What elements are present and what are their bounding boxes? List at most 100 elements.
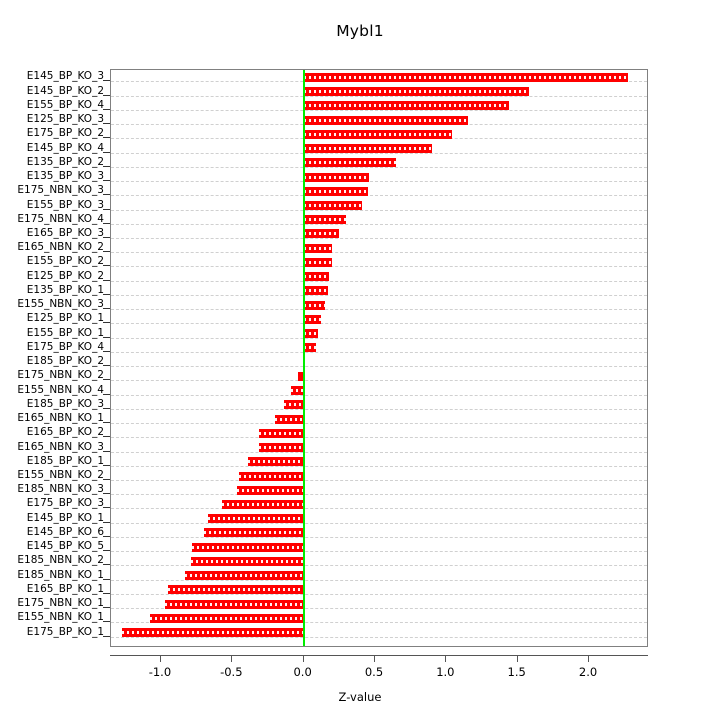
bar bbox=[303, 115, 468, 125]
gridline bbox=[111, 338, 647, 339]
y-axis-tick-label: E155_BP_KO_2 bbox=[26, 255, 104, 268]
bar-hatch bbox=[192, 545, 304, 549]
bar-hatch bbox=[303, 189, 368, 193]
y-axis-tick-label: E165_NBN_KO_2 bbox=[17, 241, 104, 254]
bar bbox=[290, 386, 304, 396]
bar bbox=[303, 243, 333, 253]
y-axis-tick bbox=[103, 522, 110, 523]
y-axis-tick-label: E175_NBN_KO_1 bbox=[17, 597, 104, 610]
x-axis-tick-label: 0.5 bbox=[364, 665, 384, 679]
y-axis-tick bbox=[103, 507, 110, 508]
bar bbox=[259, 428, 304, 438]
y-axis-tick bbox=[103, 109, 110, 110]
gridline bbox=[111, 210, 647, 211]
y-axis-ticks bbox=[0, 69, 110, 647]
bar-hatch bbox=[259, 446, 304, 450]
y-axis-tick-label: E125_BP_KO_3 bbox=[26, 113, 104, 126]
gridline bbox=[111, 508, 647, 509]
y-axis-tick bbox=[103, 209, 110, 210]
gridline bbox=[111, 409, 647, 410]
y-axis-tick bbox=[103, 564, 110, 565]
y-axis-tick bbox=[103, 166, 110, 167]
y-axis-tick-label: E155_BP_KO_3 bbox=[26, 198, 104, 211]
y-axis-tick-label: E175_NBN_KO_3 bbox=[17, 184, 104, 197]
x-axis-tick bbox=[588, 655, 590, 662]
y-axis-tick bbox=[103, 137, 110, 138]
bar-hatch bbox=[149, 616, 304, 620]
gridline bbox=[111, 622, 647, 623]
bar bbox=[185, 571, 304, 581]
gridline bbox=[111, 281, 647, 282]
bar bbox=[303, 158, 397, 168]
gridline bbox=[111, 523, 647, 524]
bar bbox=[168, 585, 304, 595]
gridline bbox=[111, 352, 647, 353]
y-axis-tick-label: E155_NBN_KO_4 bbox=[17, 383, 104, 396]
gridline bbox=[111, 323, 647, 324]
y-axis-tick bbox=[103, 180, 110, 181]
y-axis-tick-label: E145_BP_KO_3 bbox=[26, 70, 104, 83]
gridline bbox=[111, 494, 647, 495]
bar-hatch bbox=[190, 559, 304, 563]
bar bbox=[236, 485, 304, 495]
y-axis-tick-label: E165_BP_KO_3 bbox=[26, 226, 104, 239]
bar-hatch bbox=[290, 389, 304, 393]
bar bbox=[303, 144, 433, 154]
y-axis-tick-label: E135_BP_KO_1 bbox=[26, 283, 104, 296]
y-axis-tick-label: E185_NBN_KO_1 bbox=[17, 568, 104, 581]
y-axis-tick bbox=[103, 451, 110, 452]
y-axis-tick bbox=[103, 251, 110, 252]
bar bbox=[303, 186, 368, 196]
gridline bbox=[111, 466, 647, 467]
gridline bbox=[111, 380, 647, 381]
y-axis-tick bbox=[103, 607, 110, 608]
bar bbox=[275, 414, 304, 424]
y-axis-tick-label: E185_BP_KO_2 bbox=[26, 355, 104, 368]
x-axis-tick-label: 1.0 bbox=[436, 665, 455, 679]
y-axis-tick bbox=[103, 636, 110, 637]
x-axis-tick bbox=[302, 655, 304, 662]
y-axis-tick bbox=[103, 465, 110, 466]
y-axis-tick-label: E165_BP_KO_1 bbox=[26, 582, 104, 595]
gridline bbox=[111, 395, 647, 396]
gridline bbox=[111, 309, 647, 310]
bar-hatch bbox=[303, 232, 340, 236]
x-axis-tick bbox=[159, 655, 161, 662]
y-axis-tick bbox=[103, 408, 110, 409]
bar-hatch bbox=[303, 332, 318, 336]
bar-hatch bbox=[283, 403, 304, 407]
gridline bbox=[111, 181, 647, 182]
bar-hatch bbox=[303, 289, 328, 293]
y-axis-tick-label: E135_BP_KO_2 bbox=[26, 155, 104, 168]
bar-hatch bbox=[236, 488, 304, 492]
bar-hatch bbox=[275, 417, 304, 421]
x-axis-tick-label: 2.0 bbox=[578, 665, 598, 679]
x-axis-tick bbox=[231, 655, 233, 662]
y-axis-tick-label: E125_BP_KO_2 bbox=[26, 269, 104, 282]
bar-hatch bbox=[168, 588, 304, 592]
gridline bbox=[111, 608, 647, 609]
bar bbox=[239, 471, 304, 481]
y-axis-tick-label: E145_BP_KO_1 bbox=[26, 511, 104, 524]
gridline bbox=[111, 153, 647, 154]
gridline bbox=[111, 637, 647, 638]
bar bbox=[297, 371, 304, 381]
bar bbox=[303, 343, 317, 353]
bar bbox=[149, 613, 304, 623]
y-axis-tick bbox=[103, 394, 110, 395]
x-axis-tick-label: 1.5 bbox=[507, 665, 526, 679]
y-axis-tick-label: E155_NBN_KO_3 bbox=[17, 298, 104, 311]
y-axis-tick bbox=[103, 322, 110, 323]
y-axis-tick bbox=[103, 493, 110, 494]
y-axis-tick-label: E165_NBN_KO_3 bbox=[17, 440, 104, 453]
x-axis-tick-label: -0.5 bbox=[220, 665, 243, 679]
y-axis-tick-label: E175_BP_KO_3 bbox=[26, 497, 104, 510]
bar-hatch bbox=[222, 502, 304, 506]
y-axis-tick bbox=[103, 579, 110, 580]
bar-hatch bbox=[303, 90, 530, 94]
bar-hatch bbox=[303, 303, 326, 307]
bar-hatch bbox=[303, 175, 370, 179]
gridline bbox=[111, 551, 647, 552]
bar bbox=[192, 542, 304, 552]
y-axis-tick bbox=[103, 237, 110, 238]
